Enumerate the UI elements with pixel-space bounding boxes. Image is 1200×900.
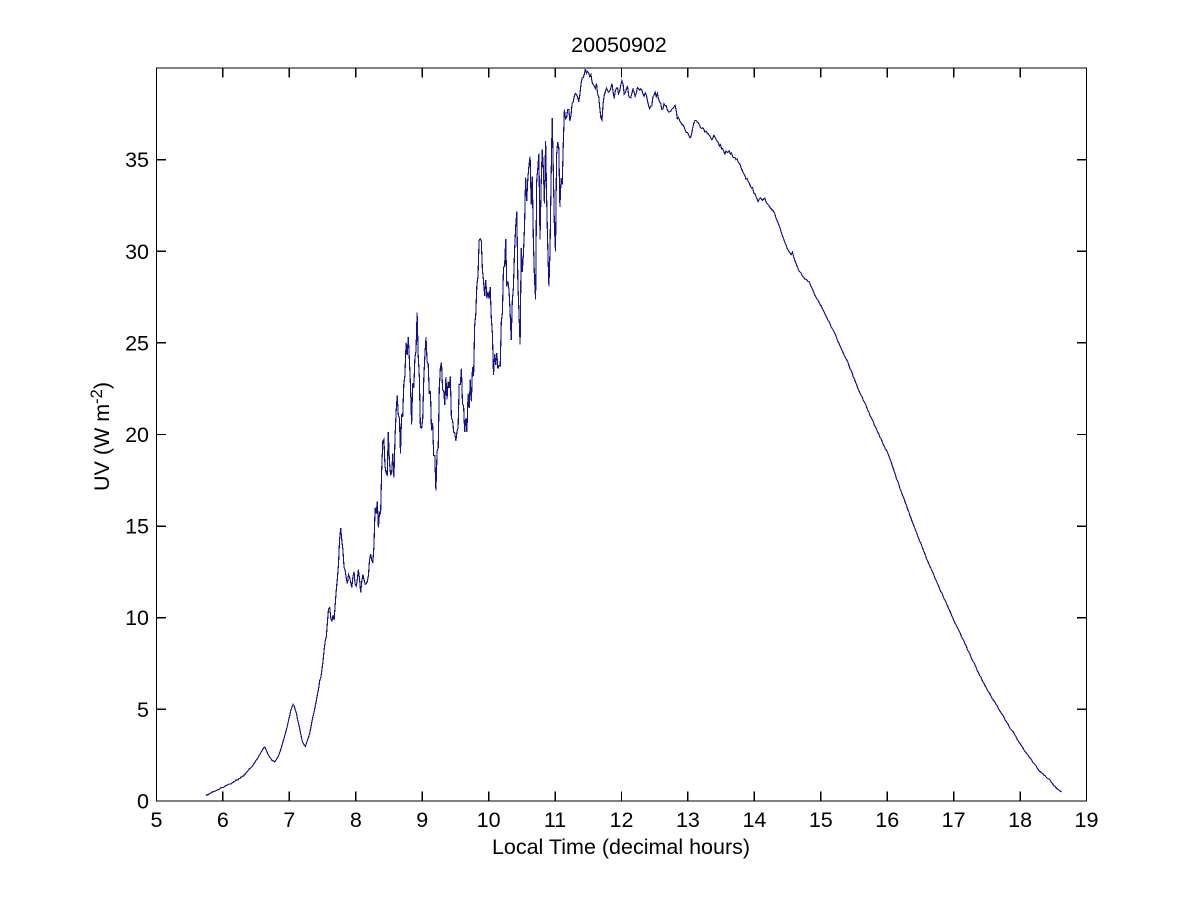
svg-text:5: 5 [137, 698, 149, 722]
svg-text:30: 30 [125, 240, 149, 264]
svg-text:16: 16 [875, 808, 899, 832]
svg-text:19: 19 [1075, 808, 1099, 832]
svg-text:11: 11 [544, 808, 566, 832]
svg-text:20050902: 20050902 [571, 33, 667, 57]
svg-text:18: 18 [1008, 808, 1032, 832]
svg-text:20: 20 [125, 423, 149, 447]
svg-text:8: 8 [350, 808, 362, 832]
svg-text:10: 10 [477, 808, 501, 832]
svg-text:13: 13 [676, 808, 700, 832]
svg-text:15: 15 [809, 808, 833, 832]
svg-text:Local Time (decimal hours): Local Time (decimal hours) [492, 835, 750, 859]
svg-text:35: 35 [125, 148, 149, 172]
svg-text:7: 7 [283, 808, 295, 832]
svg-text:25: 25 [125, 331, 149, 355]
svg-text:15: 15 [125, 515, 149, 539]
svg-text:5: 5 [151, 808, 163, 832]
svg-text:6: 6 [217, 808, 229, 832]
svg-text:17: 17 [942, 808, 966, 832]
svg-text:9: 9 [416, 808, 428, 832]
svg-text:10: 10 [125, 606, 149, 630]
svg-text:12: 12 [610, 808, 634, 832]
svg-text:14: 14 [742, 808, 766, 832]
svg-text:0: 0 [137, 790, 149, 814]
